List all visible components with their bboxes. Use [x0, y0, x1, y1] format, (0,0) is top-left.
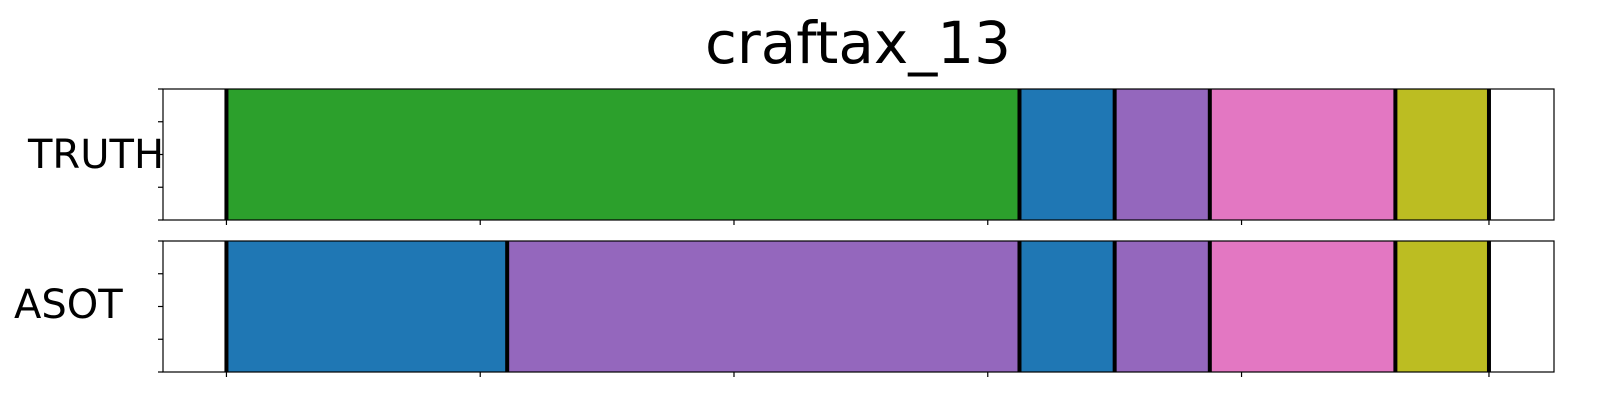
segment-truth-6 [1488, 89, 1554, 220]
segment-truth-2 [1019, 89, 1115, 220]
segment-truth-0 [163, 89, 227, 220]
segment-asot-1 [226, 241, 508, 372]
segment-truth-3 [1114, 89, 1210, 220]
segment-asot-4 [1114, 241, 1210, 372]
chart-title: craftax_13 [705, 9, 1011, 77]
segment-asot-6 [1395, 241, 1489, 372]
row-label-asot: ASOT [14, 282, 123, 328]
segment-asot-0 [163, 241, 227, 372]
segment-asot-5 [1209, 241, 1396, 372]
segment-truth-4 [1209, 89, 1396, 220]
rows-layer: TRUTH ASOT [14, 88, 1555, 377]
segment-truth-1 [226, 89, 1020, 220]
segment-truth-5 [1395, 89, 1489, 220]
segment-asot-3 [1019, 241, 1115, 372]
row-label-truth: TRUTH [27, 132, 164, 178]
segment-asot-2 [507, 241, 1020, 372]
row-truth: TRUTH [27, 88, 1555, 225]
segment-asot-7 [1488, 241, 1554, 372]
row-asot: ASOT [14, 240, 1555, 377]
